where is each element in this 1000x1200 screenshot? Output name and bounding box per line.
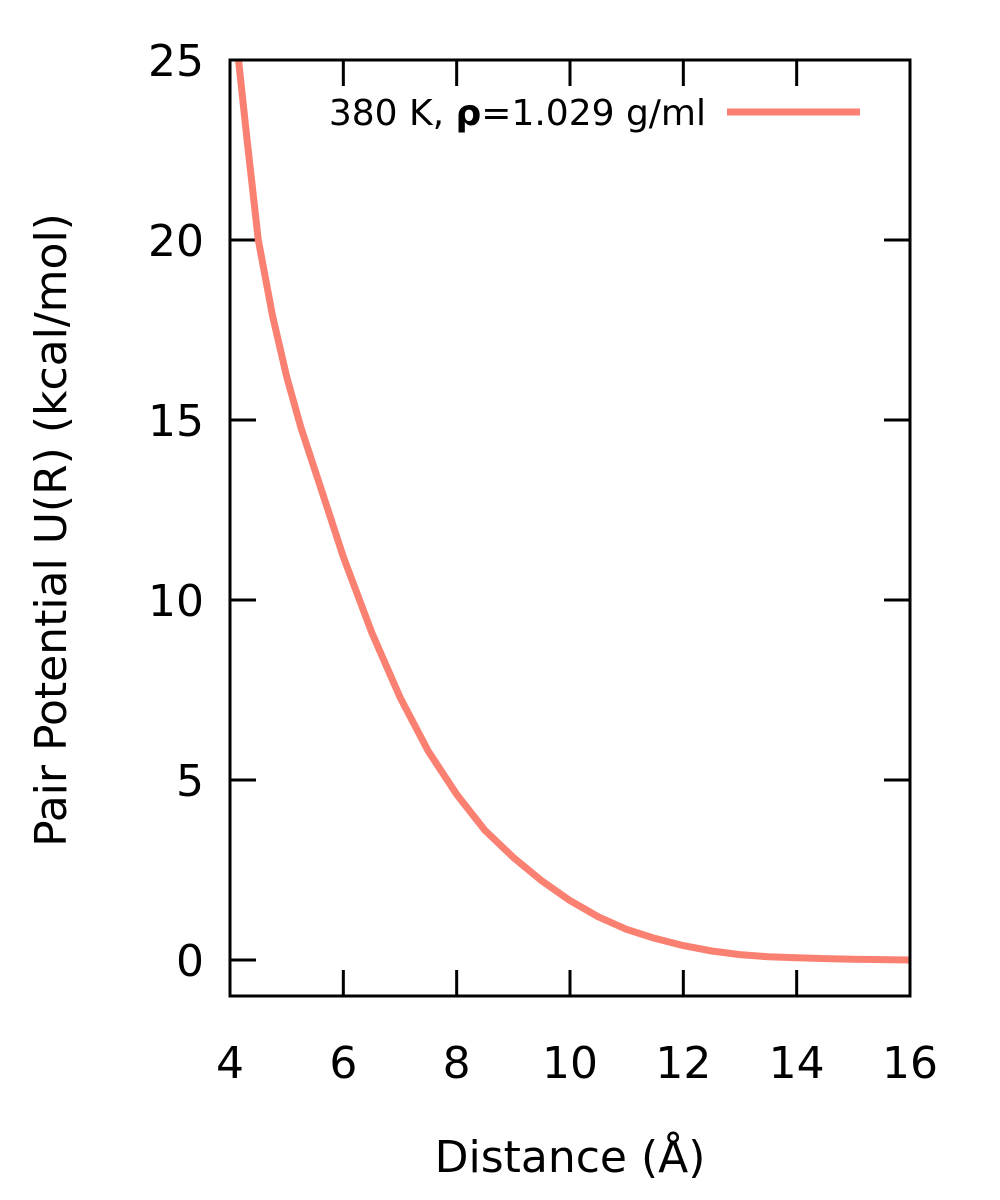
x-axis-title: Distance (Å) xyxy=(435,1130,706,1183)
x-tick-label: 14 xyxy=(769,1038,825,1089)
legend-label: 380 K, ρ=1.029 g/ml xyxy=(329,93,706,134)
y-tick-label: 15 xyxy=(148,396,204,447)
x-tick-label: 6 xyxy=(329,1038,357,1089)
x-tick-labels: 4 6 8 10 12 14 16 xyxy=(216,1038,938,1089)
legend-label-prefix: 380 K, xyxy=(329,93,456,134)
x-tick-label: 4 xyxy=(216,1038,244,1089)
y-tick-label: 0 xyxy=(176,936,204,987)
y-tick-label: 25 xyxy=(148,36,204,87)
legend-label-symbol: ρ xyxy=(456,93,482,134)
series-line-0 xyxy=(235,59,911,964)
legend-label-suffix: =1.029 g/ml xyxy=(481,93,706,134)
x-tick-label: 10 xyxy=(542,1038,598,1089)
y-axis-title: Pair Potential U(R) (kcal/mol) xyxy=(26,213,77,847)
x-tick-label: 8 xyxy=(443,1038,471,1089)
y-tick-label: 10 xyxy=(148,576,204,627)
y-tick-labels: 0 5 10 15 20 25 xyxy=(148,36,204,987)
y-tick-label: 5 xyxy=(176,756,204,807)
y-tick-label: 20 xyxy=(148,216,204,267)
x-tick-label: 16 xyxy=(882,1038,938,1089)
plot-frame xyxy=(228,58,912,998)
legend: 380 K, ρ=1.029 g/ml xyxy=(329,93,860,134)
x-tick-label: 12 xyxy=(655,1038,711,1089)
series-layer xyxy=(235,59,911,964)
